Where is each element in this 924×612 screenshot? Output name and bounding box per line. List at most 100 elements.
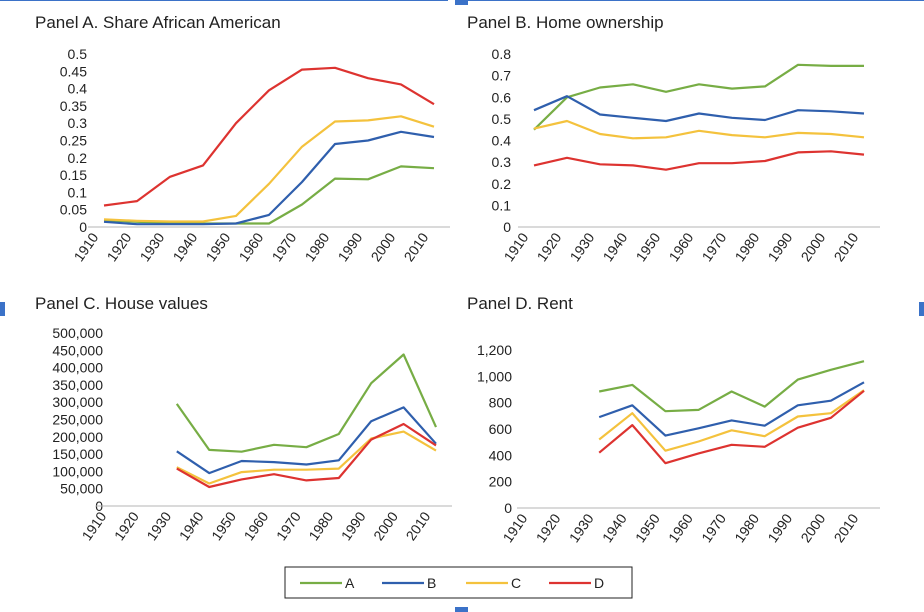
x-tick-label: 1930 [567,230,598,265]
x-tick-label: 2000 [368,230,399,265]
x-tick-label: 1970 [698,511,729,546]
panel-a: Panel A. Share African American00.050.10… [35,13,450,264]
series-line-b [533,95,865,123]
y-tick-label: 100,000 [52,463,103,479]
series-line-a [103,165,435,225]
y-tick-label: 250,000 [52,412,103,428]
y-tick-label: 0 [504,500,512,516]
x-tick-label: 2000 [798,230,829,265]
x-tick-label: 1990 [764,511,795,546]
y-tick-label: 0 [503,219,511,235]
y-tick-label: 300,000 [52,394,103,410]
y-tick-label: 400,000 [52,360,103,376]
y-tick-label: 150,000 [52,446,103,462]
legend-label: D [594,575,604,591]
selection-frame-top-left [0,0,448,1]
series-line-d [176,422,437,489]
x-tick-label: 1970 [269,230,300,265]
x-tick-label: 1990 [335,230,366,265]
x-tick-label: 1960 [236,230,267,265]
y-tick-label: 0.1 [68,184,88,200]
y-tick-label: 200 [489,474,513,490]
x-tick-label: 1940 [599,511,630,546]
legend: A B C D [284,566,633,599]
series-line-d [103,66,435,207]
resize-handle-left[interactable] [0,302,5,316]
x-tick-label: 2000 [797,511,828,546]
legend-label: B [427,575,436,591]
panel-b: Panel B. Home ownership 0 0.1 0.2 0.3 0.4 0.5 0… [467,13,880,264]
y-tick-label: 0.8 [492,46,512,62]
resize-handle-top[interactable] [455,0,468,5]
y-tick-label: 0.05 [60,202,87,218]
y-tick-label: 350,000 [52,377,103,393]
x-tick-label: 1910 [71,230,102,265]
series-line-c [176,430,437,485]
resize-handle-bottom[interactable] [455,607,468,612]
x-tick-label: 1980 [305,509,336,544]
y-tick-label: 0.5 [492,111,512,127]
x-tick-label: 1940 [600,230,631,265]
y-tick-label: 0.15 [60,167,87,183]
x-tick-label: 1960 [241,509,272,544]
x-tick-label: 1910 [79,509,110,544]
y-tick-label: 0.3 [492,154,512,170]
y-tick-label: 800 [489,395,513,411]
x-tick-label: 1950 [208,509,239,544]
x-tick-label: 1930 [143,509,174,544]
x-tick-label: 1920 [533,511,564,546]
y-tick-label: 0.7 [492,68,512,84]
series-line-b [103,130,435,226]
x-tick-label: 1950 [203,230,234,265]
x-tick-label: 2000 [370,509,401,544]
resize-handle-right[interactable] [919,302,924,316]
y-tick-label: 1,000 [477,368,512,384]
y-tick-label: 500,000 [52,325,103,341]
y-tick-label: 0 [79,219,87,235]
panel-title: Panel A. Share African American [35,13,281,32]
x-tick-label: 1960 [666,230,697,265]
series-line-c [533,119,865,140]
x-tick-label: 1980 [732,230,763,265]
series-line-a [598,360,865,413]
y-tick-label: 400 [489,447,513,463]
y-tick-label: 0.35 [60,98,87,114]
series-line-d [533,150,865,171]
y-tick-label: 450,000 [52,342,103,358]
series-line-c [598,389,865,452]
x-tick-label: 2010 [401,230,432,265]
selection-frame-top-right [466,0,924,1]
series-line-a [533,63,864,131]
x-tick-label: 1930 [137,230,168,265]
panel-c: Panel C. House values050,000100,000150,0… [35,294,452,543]
x-tick-label: 2010 [831,511,862,546]
x-tick-label: 1990 [765,230,796,265]
y-tick-label: 0.45 [60,63,87,79]
y-tick-label: 1,200 [477,342,512,358]
series-line-b [176,406,437,475]
x-tick-label: 1920 [111,509,142,544]
y-tick-label: 0.25 [60,133,87,149]
panel-d: Panel D. Rent02004006008001,0001,2001910… [467,294,880,545]
x-tick-label: 1920 [534,230,565,265]
legend-label: C [511,575,521,591]
x-tick-label: 1970 [273,509,304,544]
series-line-d [598,389,865,465]
y-tick-label: 0.5 [68,46,88,62]
y-tick-label: 200,000 [52,429,103,445]
x-tick-label: 1960 [665,511,696,546]
y-tick-label: 0.2 [492,176,512,192]
x-tick-label: 1980 [731,511,762,546]
y-tick-label: 600 [489,421,513,437]
y-tick-label: 0.6 [492,89,512,105]
x-tick-label: 1980 [302,230,333,265]
legend-label: A [345,575,355,591]
panel-title: Panel B. Home ownership [467,13,664,32]
y-tick-label: 0.1 [492,197,512,213]
series-line-b [598,381,865,437]
x-tick-label: 1990 [338,509,369,544]
x-tick-label: 1970 [699,230,730,265]
x-tick-label: 1920 [104,230,135,265]
x-tick-label: 2010 [403,509,434,544]
